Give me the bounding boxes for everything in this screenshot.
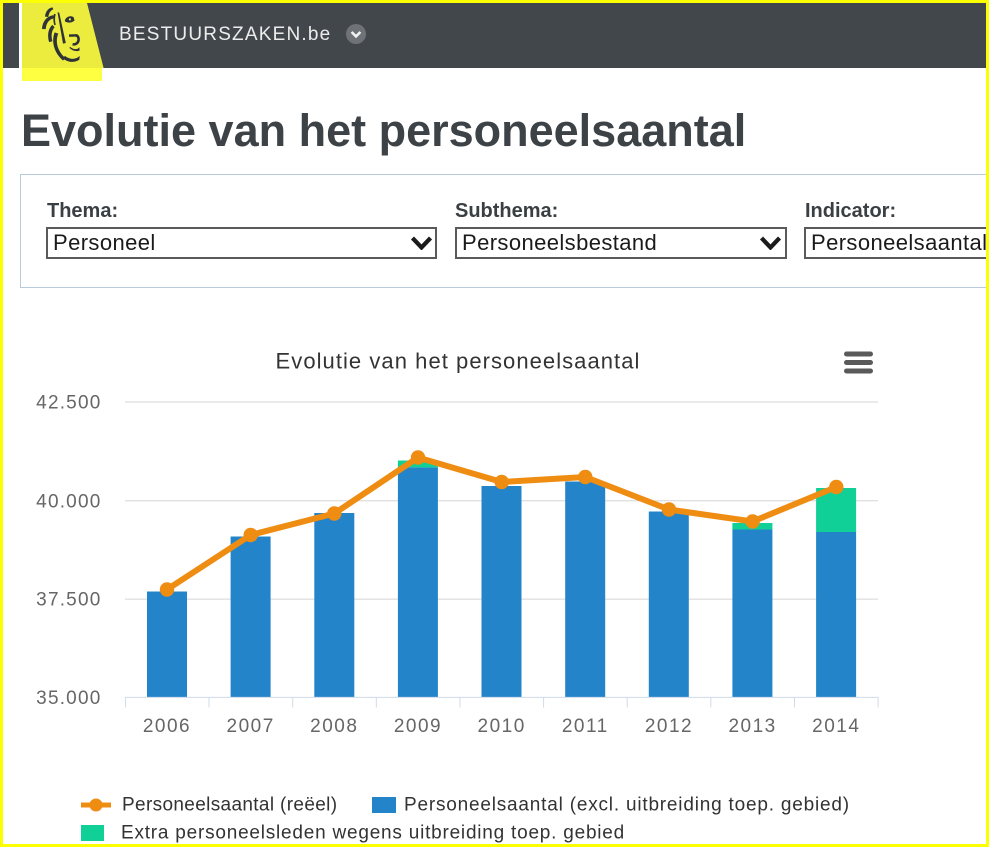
svg-text:2009: 2009 xyxy=(394,716,442,737)
svg-text:Extra personeelsleden wegens u: Extra personeelsleden wegens uitbreiding… xyxy=(121,822,625,843)
svg-text:40.000: 40.000 xyxy=(36,491,101,512)
svg-text:2011: 2011 xyxy=(562,716,609,737)
svg-text:Personeelsaantal (reëel): Personeelsaantal (reëel) xyxy=(122,794,337,815)
svg-text:2012: 2012 xyxy=(645,716,693,737)
svg-text:2014: 2014 xyxy=(812,716,860,737)
svg-text:2007: 2007 xyxy=(227,716,275,737)
svg-text:2008: 2008 xyxy=(310,716,358,737)
svg-text:35.000: 35.000 xyxy=(36,688,101,709)
svg-text:37.500: 37.500 xyxy=(36,590,101,611)
svg-text:Personeelsaantal (excl. uitbre: Personeelsaantal (excl. uitbreiding toep… xyxy=(404,794,850,815)
svg-text:Evolutie van het personeelsaan: Evolutie van het personeelsaantal xyxy=(276,349,641,374)
svg-text:2006: 2006 xyxy=(143,716,191,737)
svg-text:2013: 2013 xyxy=(728,716,776,737)
svg-text:42.500: 42.500 xyxy=(36,393,101,414)
svg-text:2010: 2010 xyxy=(478,716,526,737)
